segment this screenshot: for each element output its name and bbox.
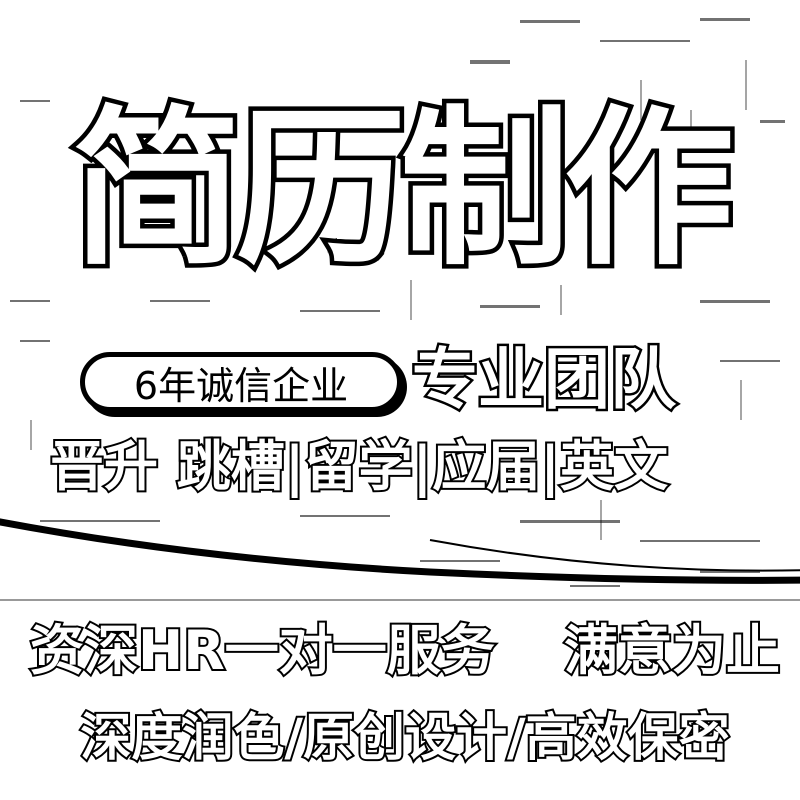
service-promise-line: 资深HR一对一服务 满意为止 bbox=[28, 612, 782, 690]
main-title: 简历制作 bbox=[67, 87, 738, 294]
service-promise-left: 资深HR一对一服务 bbox=[28, 617, 497, 684]
feature-line: 深度润色/原创设计/高效保密 bbox=[78, 707, 731, 770]
service-promise-right: 满意为止 bbox=[562, 617, 782, 684]
service-categories-text: 晋升 跳槽|留学|应届|英文 bbox=[48, 433, 670, 500]
team-heading: 专业团队 bbox=[410, 339, 679, 421]
trust-badge-label: 6年诚信企业 bbox=[133, 363, 349, 408]
trust-badge: 6年诚信企业 bbox=[80, 352, 402, 412]
service-categories: 晋升 跳槽|留学|应届|英文 bbox=[48, 432, 760, 502]
